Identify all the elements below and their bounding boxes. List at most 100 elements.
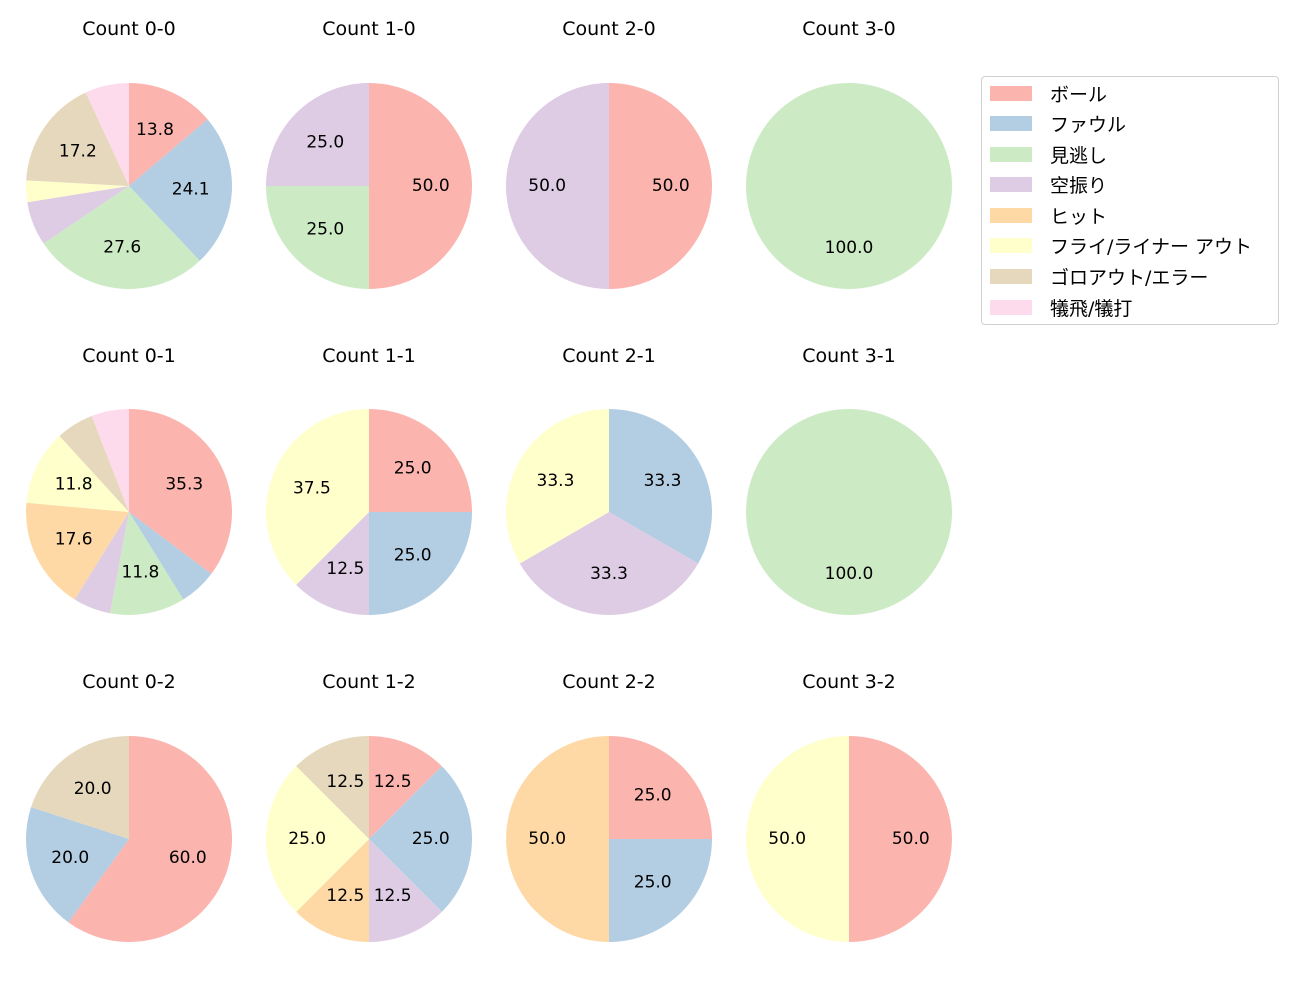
wedge-label: 35.3 [165, 474, 203, 494]
pie-wedge [26, 807, 130, 923]
pie-wedge [519, 512, 699, 615]
pie-wedge [59, 415, 129, 512]
pie-title: Count 0-1 [82, 345, 176, 367]
pie-title: Count 0-2 [82, 671, 176, 693]
pie-title: Count 2-0 [562, 18, 656, 40]
pie-count-2-0: Count 2-0 50.0 50.0 [506, 18, 712, 289]
wedge-label: 12.5 [326, 559, 364, 579]
legend-label: 犠飛/犠打 [1050, 297, 1133, 320]
pie-wedge [27, 186, 130, 244]
pie-wedge [369, 409, 472, 512]
pie-title: Count 3-2 [802, 671, 896, 693]
wedge-label: 25.0 [306, 132, 344, 152]
wedge-label: 50.0 [892, 829, 930, 849]
wedge-label: 17.2 [59, 141, 97, 161]
legend-item-ball: ボール [990, 81, 1108, 106]
pie-wedge [31, 736, 129, 839]
pie-wedge [746, 409, 952, 615]
pie-wedge [91, 409, 129, 512]
wedge-label: 11.8 [121, 563, 159, 583]
pie-wedge [849, 736, 952, 942]
wedge-label: 25.0 [394, 546, 432, 566]
pie-wedge [609, 83, 712, 289]
legend-swatch [990, 176, 1032, 192]
pie-wedge [296, 512, 369, 615]
legend: ボール ファウル 見逃し 空振り ヒット フライ/ライナー アウト ゴロアウト/… [981, 76, 1279, 325]
pie-count-3-2: Count 3-2 50.0 50.0 [746, 671, 952, 942]
pie-count-2-2: Count 2-2 25.0 25.0 50.0 [506, 671, 712, 942]
pie-count-0-1: Count 0-1 35.3 11.8 17.6 11.8 [25, 345, 232, 615]
wedge-label: 12.5 [326, 886, 364, 906]
wedge-label: 50.0 [412, 176, 450, 196]
legend-swatch [990, 207, 1032, 223]
wedge-label: 27.6 [103, 237, 141, 257]
legend-item-foul: ファウル [990, 111, 1127, 136]
pie-wedge [369, 512, 472, 615]
wedge-label: 25.0 [288, 829, 326, 849]
wedge-label: 12.5 [374, 772, 412, 792]
legend-item-hit: ヒット [990, 203, 1108, 228]
pie-wedge [129, 409, 232, 574]
pie-wedge [266, 766, 369, 912]
wedge-label: 37.5 [293, 478, 331, 498]
wedge-label: 50.0 [768, 829, 806, 849]
pie-count-3-1: Count 3-1 100.0 [746, 345, 952, 615]
wedge-label: 100.0 [825, 238, 874, 258]
pie-count-1-2: Count 1-2 12.5 25.0 12.5 12.5 25.0 12.5 [266, 671, 472, 942]
legend-label: ゴロアウト/エラー [1050, 266, 1209, 289]
wedge-label: 25.0 [634, 785, 672, 805]
legend-swatch [990, 85, 1032, 101]
legend-label: フライ/ライナー アウト [1050, 235, 1253, 258]
wedge-label: 11.8 [55, 475, 93, 495]
pie-title: Count 2-1 [562, 345, 656, 367]
wedge-label: 100.0 [825, 564, 874, 584]
legend-item-swinging-strike: 空振り [990, 172, 1107, 197]
pie-wedge [129, 512, 212, 600]
wedge-label: 60.0 [169, 848, 207, 868]
legend-swatch [990, 299, 1032, 315]
wedge-label: 25.0 [394, 458, 432, 478]
legend-label: 見逃し [1050, 144, 1108, 167]
wedge-label: 20.0 [74, 779, 112, 799]
legend-label: ボール [1050, 83, 1108, 106]
pie-wedge [68, 736, 233, 942]
legend-swatch [990, 115, 1032, 131]
wedge-label: 12.5 [326, 772, 364, 792]
pie-wedge [129, 83, 208, 186]
pie-wedge [296, 839, 369, 942]
wedge-label: 25.0 [306, 220, 344, 240]
wedge-label: 50.0 [528, 829, 566, 849]
pie-wedge [506, 409, 609, 564]
pie-count-2-1: Count 2-1 33.3 33.3 33.3 [506, 345, 712, 615]
pie-count-1-1: Count 1-1 25.0 25.0 12.5 37.5 [266, 345, 472, 615]
pie-wedge [74, 512, 129, 614]
pie-wedge [506, 736, 609, 942]
wedge-label: 50.0 [652, 176, 690, 196]
pie-title: Count 3-0 [802, 18, 896, 40]
pie-wedge [609, 736, 712, 839]
wedge-label: 17.6 [55, 530, 93, 550]
pie-wedge [369, 766, 472, 912]
pie-title: Count 2-2 [562, 671, 656, 693]
pie-title: Count 3-1 [802, 345, 896, 367]
pie-wedge [266, 83, 369, 186]
pie-wedge [369, 736, 442, 839]
legend-item-called-strike: 見逃し [990, 142, 1108, 167]
wedge-label: 33.3 [537, 471, 575, 491]
pie-wedge [85, 83, 129, 186]
wedge-label: 20.0 [51, 848, 89, 868]
pie-wedge [110, 512, 184, 615]
pie-wedge [43, 186, 200, 290]
legend-swatch [990, 146, 1032, 162]
pie-count-1-0: Count 1-0 50.0 25.0 25.0 [266, 18, 472, 289]
pie-count-3-0: Count 3-0 100.0 [746, 18, 952, 289]
legend-item-ground-out: ゴロアウト/エラー [990, 264, 1209, 289]
pie-wedge [129, 119, 233, 261]
pie-wedge [609, 839, 712, 942]
pie-wedge [746, 83, 952, 289]
legend-label: ヒット [1050, 205, 1108, 228]
legend-label: ファウル [1050, 113, 1127, 136]
pie-wedge [266, 186, 369, 289]
pie-title: Count 1-2 [322, 671, 416, 693]
